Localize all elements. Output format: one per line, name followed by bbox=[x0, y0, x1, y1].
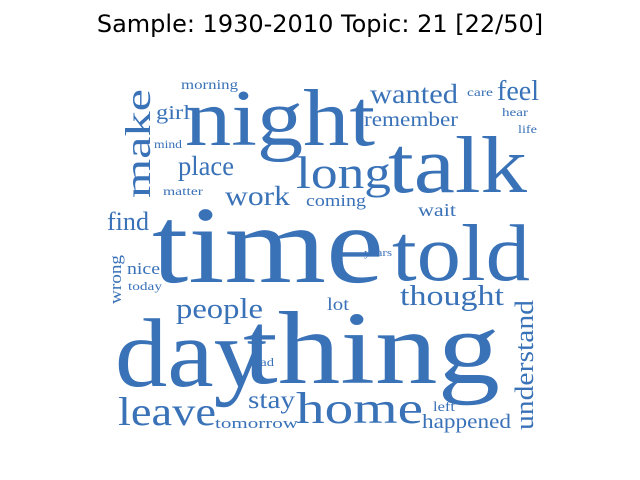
word-wrong: wrong bbox=[106, 254, 125, 304]
word-feel: feel bbox=[497, 76, 539, 107]
word-coming: coming bbox=[306, 191, 367, 210]
word-life: life bbox=[518, 122, 537, 136]
word-hear: hear bbox=[502, 105, 528, 119]
word-thing: thing bbox=[243, 291, 500, 406]
page-title: Sample: 1930-2010 Topic: 21 [22/50] bbox=[96, 10, 544, 38]
word-people: people bbox=[176, 294, 263, 325]
word-care: care bbox=[467, 85, 493, 99]
word-long: long bbox=[296, 147, 391, 198]
word-day: day bbox=[115, 300, 266, 408]
word-years: years bbox=[364, 247, 392, 259]
word-cloud-words: time thing day night talk told long home… bbox=[106, 75, 539, 434]
word-thought: thought bbox=[400, 281, 504, 312]
word-stay: stay bbox=[248, 387, 296, 414]
word-wanted: wanted bbox=[370, 79, 459, 109]
word-bad: bad bbox=[253, 355, 274, 369]
word-tomorrow: tomorrow bbox=[215, 416, 298, 432]
word-place: place bbox=[178, 151, 234, 181]
word-understand: understand bbox=[510, 300, 539, 430]
word-matter: matter bbox=[163, 184, 203, 198]
word-work: work bbox=[225, 181, 291, 211]
word-nice: nice bbox=[127, 259, 160, 278]
word-happened: happened bbox=[422, 411, 511, 433]
word-time: time bbox=[152, 184, 384, 306]
word-home: home bbox=[296, 384, 423, 433]
word-wait: wait bbox=[418, 200, 456, 220]
word-told: told bbox=[392, 210, 530, 298]
word-today: today bbox=[128, 279, 162, 293]
word-find: find bbox=[107, 207, 149, 236]
word-lot: lot bbox=[327, 294, 349, 314]
word-girl: girl bbox=[156, 102, 191, 124]
word-talk: talk bbox=[388, 122, 527, 210]
word-make: make bbox=[118, 89, 158, 198]
word-mind: mind bbox=[154, 137, 182, 151]
word-left: left bbox=[433, 400, 455, 415]
word-night: night bbox=[185, 75, 375, 163]
word-morning: morning bbox=[181, 78, 238, 93]
word-leave: leave bbox=[118, 389, 216, 434]
word-remember: remember bbox=[364, 109, 458, 131]
